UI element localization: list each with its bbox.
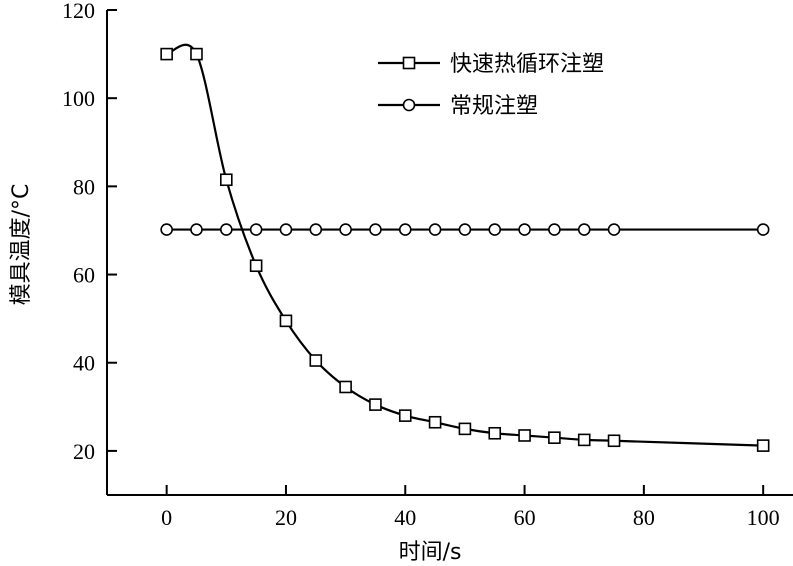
y-tick-label: 80 [73, 174, 95, 199]
data-point [548, 431, 561, 444]
legend-item-2: 常规注塑 [378, 94, 538, 119]
legend-label: 常规注塑 [450, 94, 538, 119]
axes [106, 10, 793, 496]
data-point [428, 415, 442, 429]
series-1 [160, 43, 770, 452]
data-point [339, 223, 352, 236]
data-point [220, 173, 233, 187]
x-tick-label: 0 [161, 505, 172, 530]
data-point [279, 314, 293, 328]
data-point [279, 223, 293, 236]
legend-label: 快速热循环注塑 [450, 52, 604, 77]
data-point [190, 47, 203, 61]
data-point [577, 223, 591, 236]
legend-marker [402, 56, 416, 70]
x-tick-label: 20 [275, 505, 297, 530]
y-tick-label: 60 [73, 263, 95, 288]
data-point [488, 223, 502, 236]
data-point [220, 223, 233, 236]
y-tick-label: 20 [73, 439, 95, 464]
data-point [309, 223, 323, 236]
data-point [339, 380, 352, 394]
data-point [398, 223, 412, 236]
series-2 [160, 223, 770, 236]
data-point [488, 426, 502, 440]
x-tick-label: 40 [394, 505, 416, 530]
data-point [756, 439, 770, 452]
data-point [607, 223, 621, 236]
y-ticks: 20 40 60 80 100 120 [62, 0, 117, 464]
data-point [518, 429, 531, 442]
legend-marker [402, 98, 416, 112]
data-point [577, 433, 591, 447]
series-layer [160, 43, 770, 452]
y-tick-label: 120 [62, 0, 95, 23]
data-point [160, 223, 173, 236]
x-tick-label: 100 [747, 505, 780, 530]
data-point [369, 223, 382, 236]
data-point [607, 434, 621, 448]
y-tick-label: 100 [62, 86, 95, 111]
x-tick-label: 80 [633, 505, 655, 530]
data-point [458, 223, 472, 236]
data-point [160, 47, 173, 61]
data-point [369, 398, 382, 411]
data-point [518, 223, 531, 236]
data-point [190, 223, 203, 236]
data-point [398, 409, 412, 422]
data-point [428, 223, 442, 236]
x-axis-label: 时间/s [399, 540, 462, 565]
x-tick-label: 60 [514, 505, 536, 530]
y-tick-label: 40 [73, 351, 95, 376]
data-point [548, 223, 561, 236]
y-axis-label: 模具温度/°C [9, 184, 34, 306]
data-point [249, 223, 263, 236]
x-ticks: 0 20 40 60 80 100 [161, 485, 780, 530]
data-point [249, 259, 263, 273]
data-point [756, 223, 770, 236]
legend-item-1: 快速热循环注塑 [378, 52, 604, 77]
data-point [458, 422, 472, 436]
data-point [309, 354, 323, 367]
